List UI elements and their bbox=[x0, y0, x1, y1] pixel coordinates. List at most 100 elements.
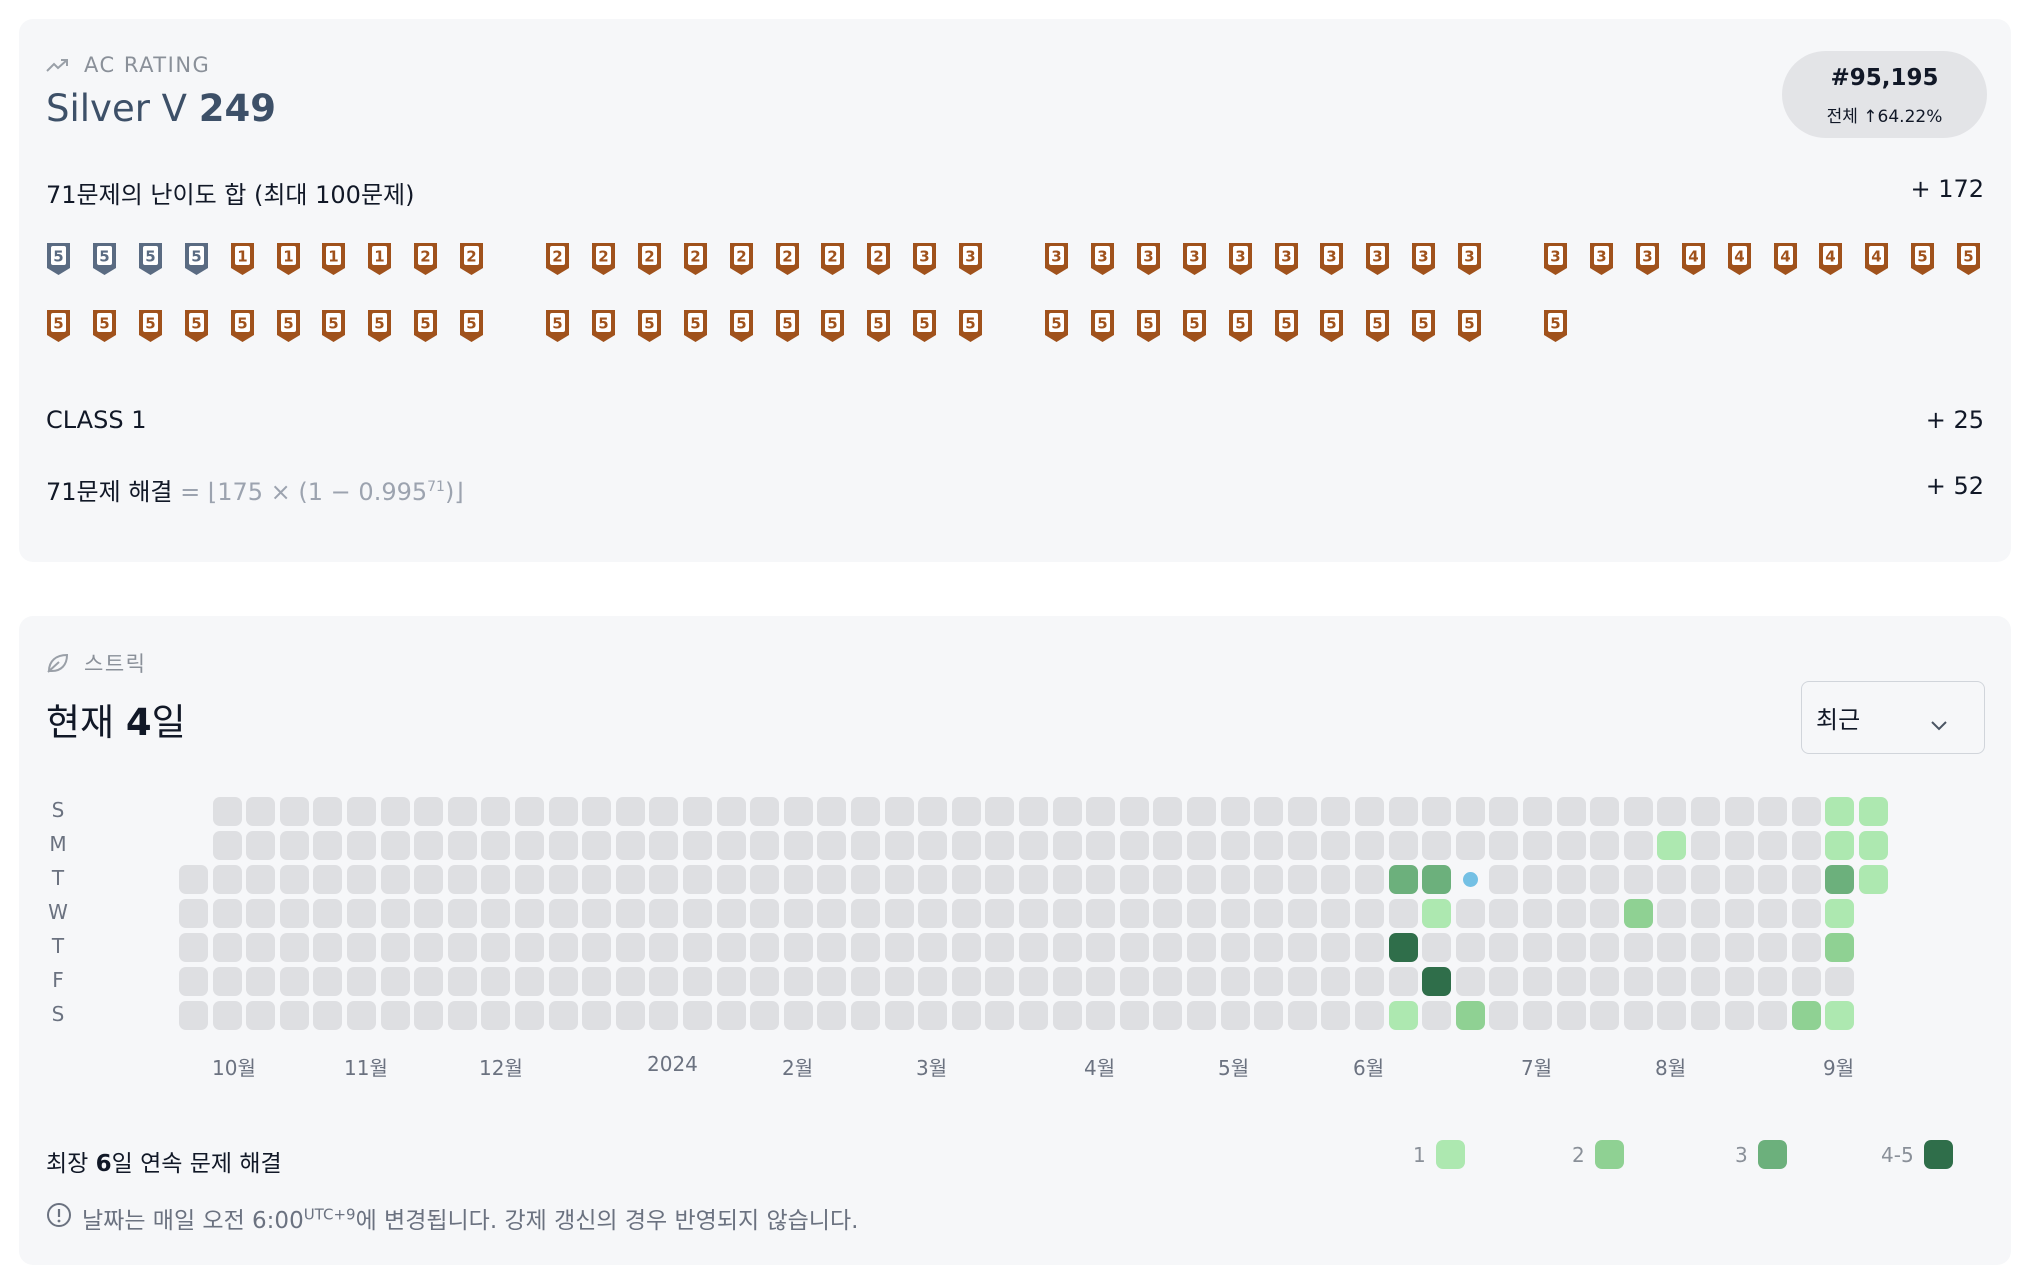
streak-cell[interactable] bbox=[1724, 899, 1754, 928]
streak-cell[interactable] bbox=[1086, 831, 1116, 860]
streak-cell[interactable] bbox=[179, 1001, 208, 1030]
streak-cell[interactable] bbox=[1220, 899, 1250, 928]
streak-cell[interactable] bbox=[1086, 899, 1116, 928]
streak-cell[interactable] bbox=[1355, 797, 1384, 826]
streak-cell[interactable] bbox=[615, 899, 645, 928]
streak-cell[interactable] bbox=[1556, 1001, 1586, 1030]
streak-cell[interactable] bbox=[246, 899, 276, 928]
streak-cell[interactable] bbox=[1455, 831, 1485, 860]
streak-cell[interactable] bbox=[1422, 1001, 1452, 1030]
streak-cell[interactable] bbox=[783, 1001, 813, 1030]
streak-cell[interactable] bbox=[179, 967, 208, 996]
streak-cell[interactable] bbox=[1657, 865, 1687, 894]
streak-cell[interactable] bbox=[1657, 933, 1687, 962]
streak-cell[interactable] bbox=[1052, 797, 1082, 826]
streak-cell[interactable] bbox=[582, 1001, 612, 1030]
streak-cell[interactable] bbox=[1052, 967, 1082, 996]
streak-cell[interactable] bbox=[548, 967, 578, 996]
streak-cell[interactable] bbox=[481, 899, 511, 928]
streak-cell[interactable] bbox=[246, 797, 276, 826]
streak-cell[interactable] bbox=[1287, 797, 1317, 826]
streak-cell[interactable] bbox=[649, 899, 679, 928]
streak-cell[interactable] bbox=[1355, 899, 1384, 928]
streak-cell[interactable] bbox=[985, 1001, 1015, 1030]
streak-cell[interactable] bbox=[1691, 831, 1720, 860]
streak-cell[interactable] bbox=[1287, 967, 1317, 996]
streak-cell[interactable] bbox=[212, 797, 242, 826]
streak-cell[interactable] bbox=[548, 865, 578, 894]
streak-cell[interactable] bbox=[1321, 899, 1351, 928]
streak-cell[interactable] bbox=[1187, 1001, 1216, 1030]
streak-cell[interactable] bbox=[683, 967, 712, 996]
streak-cell[interactable] bbox=[548, 933, 578, 962]
streak-cell[interactable] bbox=[1623, 797, 1653, 826]
streak-cell[interactable] bbox=[615, 1001, 645, 1030]
streak-cell[interactable] bbox=[1657, 899, 1687, 928]
streak-cell[interactable] bbox=[1422, 933, 1452, 962]
streak-cell[interactable] bbox=[817, 1001, 847, 1030]
streak-cell[interactable] bbox=[683, 1001, 712, 1030]
streak-cell[interactable] bbox=[414, 1001, 444, 1030]
streak-cell[interactable] bbox=[347, 797, 376, 826]
streak-cell[interactable] bbox=[212, 933, 242, 962]
streak-cell[interactable] bbox=[447, 899, 477, 928]
streak-cell[interactable] bbox=[1489, 1001, 1519, 1030]
streak-cell[interactable] bbox=[380, 797, 410, 826]
streak-cell[interactable] bbox=[481, 1001, 511, 1030]
streak-cell[interactable] bbox=[1355, 933, 1384, 962]
streak-cell[interactable] bbox=[884, 933, 914, 962]
streak-cell[interactable] bbox=[246, 865, 276, 894]
streak-cell[interactable] bbox=[1489, 899, 1519, 928]
streak-cell[interactable] bbox=[1590, 1001, 1620, 1030]
streak-cell[interactable] bbox=[212, 831, 242, 860]
streak-cell[interactable] bbox=[1220, 831, 1250, 860]
streak-cell[interactable] bbox=[1455, 967, 1485, 996]
streak-cell[interactable] bbox=[481, 967, 511, 996]
streak-cell[interactable] bbox=[1287, 933, 1317, 962]
streak-cell[interactable] bbox=[951, 831, 981, 860]
streak-cell[interactable] bbox=[313, 797, 343, 826]
streak-cell[interactable] bbox=[1086, 797, 1116, 826]
streak-cell[interactable] bbox=[1523, 831, 1552, 860]
streak-cell[interactable] bbox=[1187, 933, 1216, 962]
streak-cell[interactable] bbox=[1086, 1001, 1116, 1030]
streak-cell[interactable] bbox=[279, 1001, 309, 1030]
streak-cell[interactable] bbox=[380, 1001, 410, 1030]
streak-cell[interactable] bbox=[918, 797, 948, 826]
streak-cell[interactable] bbox=[414, 899, 444, 928]
streak-cell[interactable] bbox=[1523, 899, 1552, 928]
streak-cell[interactable] bbox=[1758, 831, 1788, 860]
streak-cell[interactable] bbox=[1758, 797, 1788, 826]
streak-cell[interactable] bbox=[447, 933, 477, 962]
streak-cell[interactable] bbox=[1119, 1001, 1149, 1030]
streak-cell[interactable] bbox=[1254, 933, 1284, 962]
streak-cell[interactable] bbox=[279, 967, 309, 996]
streak-cell[interactable] bbox=[1489, 967, 1519, 996]
streak-cell[interactable] bbox=[884, 865, 914, 894]
streak-cell[interactable] bbox=[783, 831, 813, 860]
streak-cell[interactable] bbox=[548, 797, 578, 826]
streak-cell[interactable] bbox=[951, 797, 981, 826]
streak-cell[interactable] bbox=[179, 933, 208, 962]
streak-cell[interactable] bbox=[985, 865, 1015, 894]
streak-cell[interactable] bbox=[1119, 831, 1149, 860]
streak-cell[interactable] bbox=[1086, 865, 1116, 894]
streak-cell[interactable] bbox=[212, 865, 242, 894]
streak-cell[interactable] bbox=[1623, 831, 1653, 860]
streak-cell[interactable] bbox=[817, 797, 847, 826]
streak-cell[interactable] bbox=[783, 933, 813, 962]
streak-cell[interactable] bbox=[615, 865, 645, 894]
streak-cell[interactable] bbox=[716, 967, 746, 996]
period-select[interactable]: 최근 bbox=[1801, 681, 1985, 754]
streak-cell[interactable] bbox=[1523, 797, 1552, 826]
streak-cell[interactable] bbox=[1153, 797, 1183, 826]
streak-cell[interactable] bbox=[1523, 967, 1552, 996]
streak-cell[interactable] bbox=[582, 831, 612, 860]
streak-cell[interactable] bbox=[683, 933, 712, 962]
streak-cell[interactable] bbox=[1825, 1001, 1855, 1030]
streak-cell[interactable] bbox=[884, 797, 914, 826]
streak-cell[interactable] bbox=[246, 933, 276, 962]
streak-cell[interactable] bbox=[1556, 797, 1586, 826]
streak-cell[interactable] bbox=[1825, 865, 1855, 894]
streak-cell[interactable] bbox=[1355, 831, 1384, 860]
